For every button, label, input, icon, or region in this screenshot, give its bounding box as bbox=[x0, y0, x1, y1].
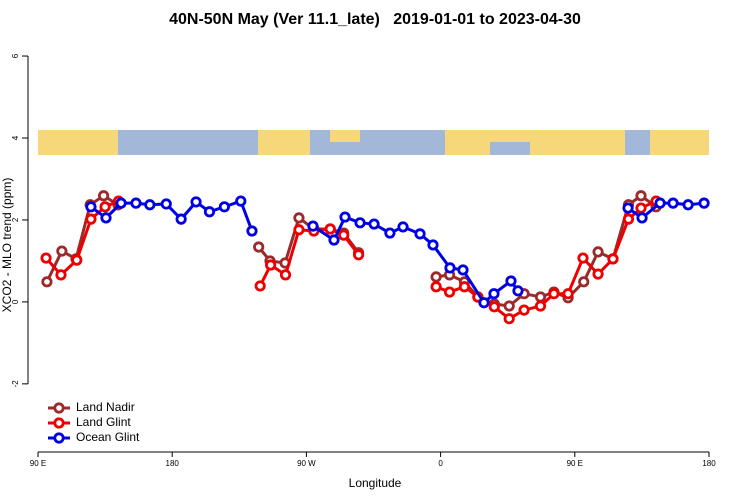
data-point bbox=[328, 234, 340, 246]
data-point bbox=[190, 196, 202, 208]
data-point bbox=[534, 291, 547, 303]
data-point bbox=[562, 288, 574, 300]
data-point bbox=[430, 281, 442, 293]
data-point bbox=[635, 190, 647, 202]
data-point bbox=[354, 217, 366, 229]
data-point bbox=[457, 264, 469, 276]
data-point bbox=[622, 213, 635, 225]
x-tick-label: 90 W bbox=[297, 459, 316, 468]
data-point bbox=[324, 223, 336, 235]
data-point bbox=[397, 221, 409, 233]
data-point bbox=[503, 313, 515, 325]
data-point bbox=[430, 271, 442, 283]
data-point bbox=[592, 268, 604, 280]
y-tick-label: 4 bbox=[11, 135, 20, 140]
data-point bbox=[85, 213, 97, 225]
data-point bbox=[160, 198, 172, 210]
data-point bbox=[654, 197, 666, 209]
data-point bbox=[578, 276, 590, 288]
data-point bbox=[622, 202, 634, 214]
data-point bbox=[279, 269, 292, 281]
data-point bbox=[85, 201, 97, 213]
y-tick-label: 2 bbox=[11, 217, 20, 222]
data-point bbox=[130, 197, 142, 209]
legend-marker bbox=[53, 402, 65, 414]
data-point bbox=[384, 227, 396, 239]
map-strip bbox=[38, 130, 709, 155]
data-point bbox=[548, 288, 560, 300]
legend-label: Ocean Glint bbox=[76, 430, 140, 444]
legend-item: Land Glint bbox=[48, 415, 131, 429]
data-point bbox=[444, 262, 456, 274]
x-tick-label: 90 E bbox=[567, 459, 583, 468]
data-point bbox=[518, 304, 530, 316]
legend-marker bbox=[53, 417, 65, 429]
data-point bbox=[98, 190, 110, 202]
data-point bbox=[339, 211, 351, 223]
x-tick-label: 90 E bbox=[30, 459, 46, 468]
data-point bbox=[478, 297, 490, 309]
data-point bbox=[512, 285, 524, 297]
data-point bbox=[253, 241, 265, 253]
data-point bbox=[115, 197, 127, 209]
data-point bbox=[368, 218, 380, 230]
data-point bbox=[338, 229, 350, 241]
data-point bbox=[577, 252, 589, 264]
x-tick-label: 0 bbox=[438, 459, 443, 468]
legend-label: Land Nadir bbox=[76, 400, 135, 414]
data-point bbox=[246, 225, 258, 237]
data-point bbox=[293, 212, 305, 224]
data-point bbox=[505, 275, 517, 287]
data-point bbox=[635, 202, 647, 214]
legend-marker bbox=[53, 432, 65, 444]
data-point bbox=[307, 220, 319, 232]
data-point bbox=[56, 245, 68, 257]
y-tick-label: 0 bbox=[11, 299, 20, 304]
y-tick-label: -2 bbox=[11, 380, 20, 388]
legend-item: Land Nadir bbox=[48, 400, 135, 414]
data-point bbox=[100, 212, 112, 224]
x-axis-label: Longitude bbox=[349, 476, 402, 490]
data-point bbox=[458, 281, 471, 293]
data-point bbox=[443, 286, 456, 298]
data-point bbox=[40, 252, 52, 264]
data-point bbox=[698, 197, 710, 209]
data-point bbox=[636, 212, 648, 224]
data-point bbox=[175, 213, 187, 225]
data-point bbox=[427, 239, 439, 251]
x-tick-label: 180 bbox=[702, 459, 716, 468]
data-point bbox=[488, 288, 500, 300]
data-point bbox=[667, 197, 679, 209]
legend-label: Land Glint bbox=[76, 415, 131, 429]
chart-title: 40N-50N May (Ver 11.1_late) 2019-01-01 t… bbox=[169, 11, 581, 28]
data-point bbox=[235, 195, 247, 207]
data-point bbox=[144, 199, 156, 211]
data-point bbox=[592, 246, 604, 258]
data-point bbox=[254, 280, 266, 292]
data-point bbox=[488, 301, 500, 313]
data-point bbox=[534, 300, 547, 312]
data-point bbox=[99, 201, 111, 213]
series bbox=[40, 195, 662, 325]
data-point bbox=[293, 224, 305, 236]
legend-item: Ocean Glint bbox=[48, 430, 140, 444]
data-point bbox=[41, 276, 53, 288]
data-point bbox=[218, 201, 230, 213]
y-tick-label: 6 bbox=[11, 53, 20, 58]
data-point bbox=[71, 254, 83, 266]
data-point bbox=[607, 253, 619, 265]
data-point bbox=[503, 300, 515, 312]
x-tick-label: 180 bbox=[166, 459, 180, 468]
series bbox=[85, 195, 710, 309]
data-point bbox=[265, 259, 277, 271]
data-point bbox=[682, 199, 694, 211]
data-point bbox=[203, 206, 216, 218]
y-axis-label: XCO2 - MLO trend (ppm) bbox=[0, 178, 14, 313]
data-point bbox=[352, 249, 365, 261]
data-point bbox=[55, 269, 67, 281]
data-point bbox=[414, 228, 426, 240]
